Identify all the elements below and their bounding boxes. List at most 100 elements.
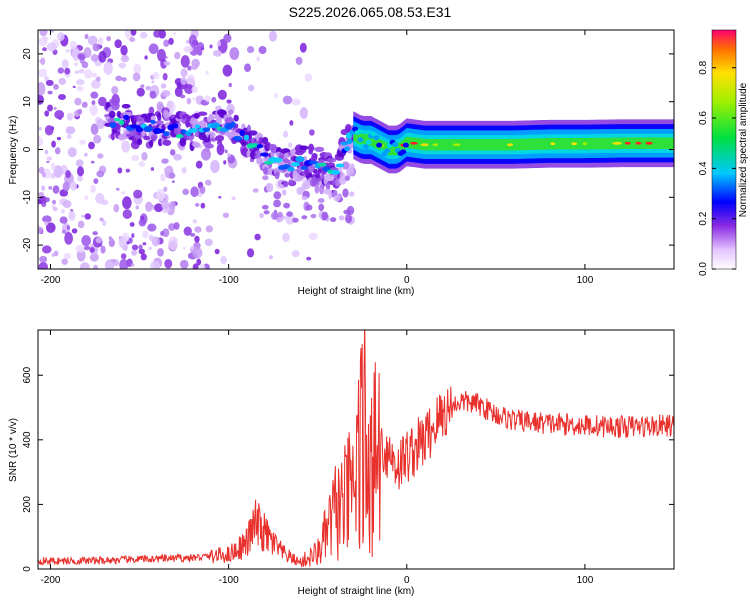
spectrogram-cell	[188, 34, 197, 47]
spectrogram-x-tick-label: -200	[40, 275, 60, 286]
spectrogram-cell	[120, 45, 128, 56]
spectrogram-cell	[151, 80, 155, 84]
spectrogram-cell	[42, 245, 52, 254]
spectrogram-cell	[93, 178, 99, 185]
spectrogram-cell	[194, 226, 202, 233]
spectrogram-cell	[142, 230, 149, 239]
spectrogram-cell	[136, 87, 145, 97]
spectrogram-cell	[76, 175, 83, 182]
spectrogram-cell	[346, 138, 353, 144]
spectrogram-cell	[91, 72, 97, 78]
spectrogram-cell	[155, 120, 164, 125]
spectrogram-cell	[161, 158, 169, 164]
spectrogram-cell	[62, 181, 70, 192]
spectrogram-cell	[218, 195, 222, 199]
spectrogram-cell	[323, 188, 331, 195]
spectrogram-cell	[149, 90, 157, 99]
snr-frame	[37, 329, 675, 570]
spectrogram-cell	[69, 41, 78, 50]
spectrogram-cell	[200, 148, 211, 161]
spectrogram-cell	[156, 48, 166, 62]
spectrogram-cell	[148, 234, 154, 242]
spectrogram-cell	[309, 129, 315, 136]
spectrogram-cell	[156, 101, 164, 111]
spectrogram-cell	[216, 40, 221, 47]
spectrogram-cell	[176, 82, 182, 89]
spectrogram-cell	[160, 231, 164, 237]
spectrogram-cell	[192, 247, 203, 259]
spectrogram-cell	[61, 258, 68, 265]
spectrogram-cell	[100, 245, 106, 254]
spectrogram-cell	[179, 259, 189, 269]
snr-x-tick-label: -100	[219, 575, 239, 586]
spectrogram-cell	[230, 121, 236, 128]
spectrogram-cell	[121, 77, 127, 82]
spectrogram-cell	[192, 97, 196, 100]
spectrogram-cell	[148, 106, 155, 115]
spectrogram-cell	[131, 244, 139, 251]
spectrogram-cell	[254, 150, 261, 155]
spectrogram-cell	[308, 232, 318, 241]
spectrogram-cell	[192, 219, 198, 224]
spectrogram-cell	[92, 231, 98, 236]
spectrogram-cell	[215, 135, 225, 142]
spectrogram-cell	[288, 179, 294, 184]
spectrogram-cell	[162, 131, 170, 137]
spectrogram-cell	[216, 143, 225, 156]
spectrogram-cell	[329, 217, 337, 223]
spectrogram-cell	[208, 113, 215, 122]
spectrogram-cell	[346, 205, 355, 215]
spectrogram-cell	[56, 136, 62, 141]
spectrogram-cell	[311, 175, 317, 186]
spectrogram-cell	[46, 160, 50, 164]
spectrogram-cell	[115, 187, 120, 191]
spectrogram-cell	[81, 61, 89, 69]
spectrogram-cell	[119, 258, 129, 269]
snr-y-tick-label: 0	[22, 566, 33, 572]
spectrogram-cell	[99, 217, 104, 222]
spectrogram-cell	[244, 63, 251, 73]
spectrogram-cell	[92, 43, 100, 52]
spectrogram-cell	[109, 122, 117, 129]
spectrogram-cell	[70, 209, 74, 212]
spectrogram-cell	[316, 170, 321, 178]
spectrogram-cell	[151, 236, 160, 247]
spectrogram-cell	[182, 246, 186, 250]
spectrogram-cell	[272, 157, 283, 163]
spectrogram-cell	[333, 194, 341, 202]
spectrogram-cell	[95, 236, 103, 244]
spectrogram-cell	[204, 95, 211, 102]
spectrogram-cell	[90, 91, 99, 99]
spectrogram-cell	[78, 68, 85, 74]
spectrogram-cell	[180, 77, 187, 85]
spectrogram-cell	[114, 39, 122, 49]
spectrogram-cell	[296, 186, 304, 195]
spectrogram-cell	[84, 152, 88, 157]
spectrogram-cell	[150, 167, 155, 171]
spectrogram-cell	[121, 140, 130, 153]
spectrogram-cell	[135, 126, 144, 133]
spectrogram-cell	[98, 51, 107, 63]
colorbar-tick-label: 0.0	[698, 262, 709, 276]
spectrogram-cell	[97, 153, 104, 159]
spectrogram-cell	[122, 196, 132, 210]
spectrogram-cell	[228, 109, 234, 115]
spectrogram-cell	[344, 213, 353, 224]
spectrogram-cell	[209, 44, 213, 49]
spectrogram-cell	[282, 95, 293, 105]
spectrogram-cell	[354, 129, 361, 135]
spectrogram-cell	[57, 32, 65, 42]
spectrogram-cell	[299, 107, 308, 119]
spectrogram-cell	[282, 232, 290, 243]
spectrogram-cell	[62, 200, 72, 209]
spectrogram-cell	[179, 138, 187, 147]
spectrogram-cell	[212, 49, 222, 57]
spectrogram-cell	[163, 61, 171, 66]
spectrogram-cell	[231, 196, 236, 201]
spectrogram-cell	[196, 258, 202, 266]
spectrogram-cell	[41, 185, 46, 192]
spectrogram-cell	[233, 114, 239, 122]
spectrogram-cell	[90, 123, 99, 135]
spectrogram-peak	[410, 141, 418, 145]
